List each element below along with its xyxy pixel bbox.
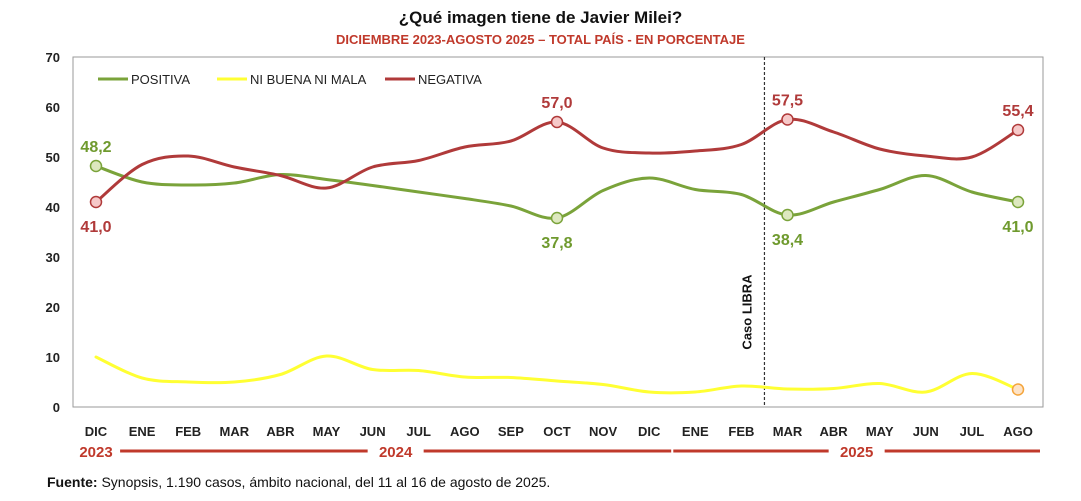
legend-label-positiva: POSITIVA — [131, 72, 190, 87]
x-tick-label: FEB — [175, 424, 201, 439]
x-tick-label: DIC — [638, 424, 661, 439]
legend-label-negativa: NEGATIVA — [418, 72, 482, 87]
annotation-label: Caso LIBRA — [739, 274, 754, 350]
source-note: Fuente: Synopsis, 1.190 casos, ámbito na… — [47, 474, 550, 490]
line-chart: 0 10 20 30 40 50 60 70 DIC ENE FEB MAR ABR MAY JUN JUL A… — [46, 50, 1044, 461]
series-line-ni-buena-ni-mala — [94, 354, 1020, 395]
x-tick-label: OCT — [543, 424, 571, 439]
year-label: 2023 — [79, 444, 112, 461]
x-tick-label: MAY — [866, 424, 894, 439]
data-point-positiva — [1011, 195, 1025, 209]
x-tick-label: JUN — [913, 424, 939, 439]
x-tick-label: JUL — [406, 424, 431, 439]
data-label-negativa: 55,4 — [1002, 103, 1033, 120]
data-point-negativa — [1011, 123, 1025, 137]
y-tick-label: 40 — [46, 200, 60, 215]
data-label-positiva: 41,0 — [1002, 219, 1033, 236]
x-tick-label: DIC — [85, 424, 108, 439]
year-label: 2024 — [379, 444, 413, 461]
x-tick-label: AGO — [1003, 424, 1033, 439]
x-tick-label: ENE — [129, 424, 156, 439]
data-point-positiva — [89, 159, 103, 173]
y-tick-label: 10 — [46, 350, 60, 365]
x-tick-label: MAR — [219, 424, 249, 439]
data-label-negativa: 57,5 — [772, 93, 803, 110]
source-label: Fuente: — [47, 474, 98, 490]
data-label-positiva: 48,2 — [80, 139, 111, 156]
x-tick-label: SEP — [498, 424, 524, 439]
x-tick-label: ENE — [682, 424, 709, 439]
data-point-negativa — [550, 115, 564, 129]
source-text: Synopsis, 1.190 casos, ámbito nacional, … — [97, 474, 551, 490]
plot-frame — [72, 56, 1044, 408]
y-tick-label: 50 — [46, 150, 60, 165]
data-label-positiva: 37,8 — [541, 235, 572, 252]
x-tick-label: JUL — [960, 424, 985, 439]
data-point-positiva — [781, 208, 794, 222]
y-tick-label: 20 — [46, 300, 60, 315]
data-point-positiva — [550, 211, 564, 225]
year-label: 2025 — [840, 444, 873, 461]
data-point-ni-buena-ni-mala — [1011, 383, 1025, 396]
data-label-positiva: 38,4 — [772, 232, 803, 249]
x-tick-label: MAR — [773, 424, 803, 439]
y-tick-label: 0 — [53, 400, 60, 415]
chart-subtitle: DICIEMBRE 2023-AGOSTO 2025 – TOTAL PAÍS … — [336, 32, 745, 47]
x-tick-label: MAY — [313, 424, 341, 439]
data-label-negativa: 57,0 — [541, 95, 572, 112]
data-point-negativa — [89, 195, 103, 209]
data-label-negativa: 41,0 — [80, 219, 111, 236]
data-point-negativa — [781, 113, 794, 126]
y-tick-label: 30 — [46, 250, 60, 265]
x-tick-label: NOV — [589, 424, 618, 439]
x-tick-label: JUN — [360, 424, 386, 439]
x-tick-label: AGO — [450, 424, 480, 439]
y-tick-label: 70 — [46, 50, 60, 65]
x-tick-label: FEB — [728, 424, 754, 439]
chart-title: ¿Qué imagen tiene de Javier Milei? — [398, 8, 683, 27]
y-tick-label: 60 — [46, 100, 60, 115]
x-tick-label: ABR — [266, 424, 295, 439]
legend-label-ni-buena-ni-mala: NI BUENA NI MALA — [250, 72, 367, 87]
series-line-positiva — [94, 164, 1020, 220]
x-tick-label: ABR — [820, 424, 849, 439]
